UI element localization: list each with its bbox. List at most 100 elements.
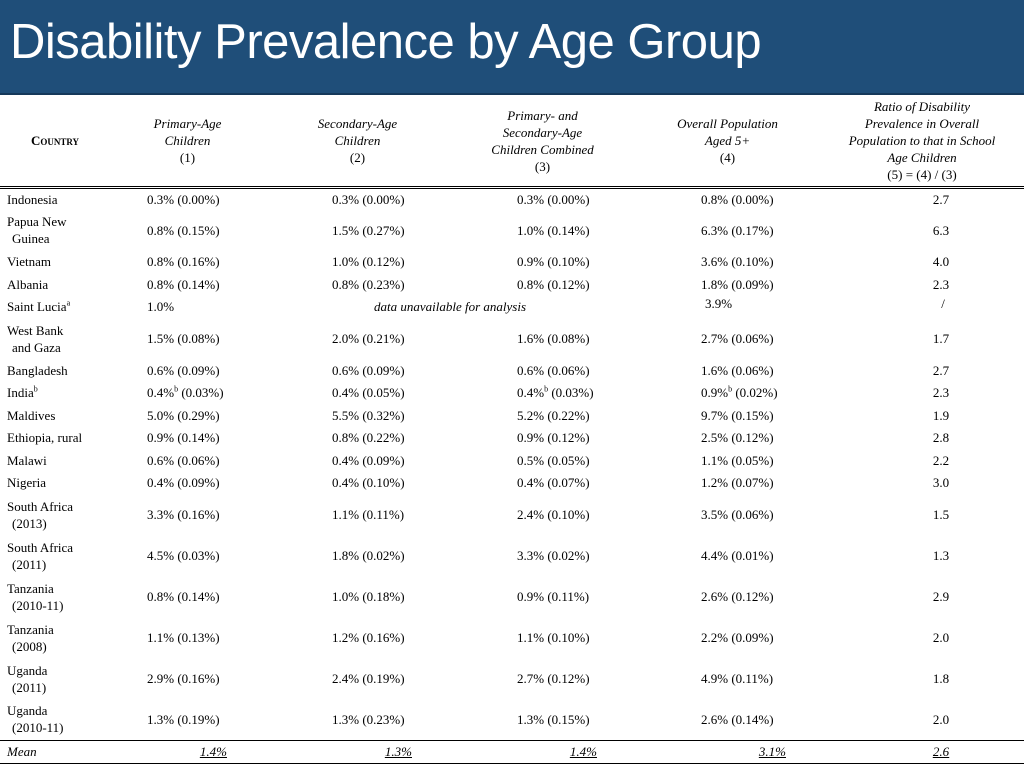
- country-name-line: Uganda: [7, 662, 48, 678]
- ratio-value: 2.3: [932, 385, 950, 401]
- ratio-value: 1.9: [932, 407, 950, 423]
- country-name: Maldives: [0, 404, 110, 427]
- table-row: Indonesia 0.3% (0.00%) 0.3% (0.00%) 0.3% (0…: [0, 187, 1024, 210]
- country-name: Uganda (2011): [0, 658, 110, 699]
- primary-age-value: 0.6% (0.09%): [147, 362, 220, 378]
- primary-age-value: 5.0% (0.29%): [147, 407, 220, 423]
- primary-age-value: 2.9% (0.16%): [147, 671, 220, 686]
- combined-value: 3.3% (0.02%): [517, 548, 590, 563]
- primary-age-value: 0.8% (0.14%): [147, 276, 220, 292]
- overall-population-value: 1.2% (0.07%): [701, 475, 774, 491]
- ratio-value: 4.0: [932, 254, 950, 270]
- table-row: Uganda (2011) 2.9% (0.16%) 2.4% (0.19%) 2.7%…: [0, 658, 1024, 699]
- overall-population-value: 0.9%b (0.02%): [635, 382, 820, 405]
- table-header-row: Country Primary-Age Children (1) Seconda…: [0, 96, 1024, 189]
- table-row: West Bank and Gaza 1.5% (0.08%) 2.0% (0.21%…: [0, 318, 1024, 359]
- footnote-marker: a: [66, 298, 71, 308]
- country-name: Albania: [0, 273, 110, 296]
- overall-population-value: 2.7% (0.06%): [701, 331, 774, 346]
- combined-value: 0.4% (0.07%): [517, 475, 590, 491]
- secondary-age-value: 2.0% (0.21%): [332, 331, 405, 346]
- country-name-line: South Africa: [7, 498, 74, 514]
- combined-value: 1.1% (0.10%): [517, 630, 590, 645]
- country-name: Nigeria: [0, 472, 110, 495]
- country-name-line: Malawi: [7, 452, 47, 468]
- country-name: West Bank and Gaza: [0, 318, 110, 359]
- secondary-age-value: 1.0% (0.18%): [332, 589, 405, 604]
- value-text: 3.9%: [705, 296, 733, 312]
- header-line: Prevalence in Overall: [864, 116, 980, 132]
- combined-value: 0.6% (0.06%): [517, 362, 590, 378]
- header-number: (5) = (4) / (3): [887, 167, 957, 183]
- secondary-age-value: 0.4% (0.10%): [332, 475, 405, 491]
- overall-population-value: 6.3% (0.17%): [701, 222, 774, 238]
- country-name: Malawi: [0, 449, 110, 472]
- table-row: South Africa (2011) 4.5% (0.03%) 1.8% (0.02…: [0, 535, 1024, 576]
- header-line: Secondary-Age: [317, 116, 398, 132]
- primary-age-value: 1.3% (0.19%): [147, 711, 220, 727]
- primary-age-value: 1.1% (0.13%): [147, 630, 220, 645]
- ratio-value: 1.7: [932, 331, 950, 346]
- primary-age-value: 0.4% (0.09%): [147, 475, 220, 491]
- footnote-marker: b: [728, 384, 733, 394]
- country-name-line: (2011): [12, 556, 47, 572]
- overall-population-value: 2.2% (0.09%): [701, 630, 774, 645]
- overall-population-value: 3.9%: [635, 296, 820, 319]
- mean-overall-population-value: 3.1%: [635, 739, 820, 764]
- combined-value: 2.4% (0.10%): [517, 507, 590, 522]
- footnote-marker: b: [174, 384, 179, 394]
- combined-value: 0.8% (0.12%): [517, 276, 590, 292]
- combined-value: 0.9% (0.10%): [517, 254, 590, 270]
- secondary-age-value: 0.8% (0.23%): [332, 276, 405, 292]
- header-line: Children: [164, 133, 211, 149]
- country-name-line: (2013): [12, 515, 47, 531]
- table-row: Indiab 0.4%b (0.03%) 0.4% (0.05%) 0.4%b (0.…: [0, 382, 1024, 405]
- combined-value: 1.3% (0.15%): [517, 711, 590, 727]
- value-text: (0.03%): [548, 385, 594, 401]
- value-text: 0.4%: [517, 385, 545, 401]
- country-name-line: Nigeria: [7, 475, 46, 491]
- value-text: 3.1%: [758, 744, 786, 759]
- page-title: Disability Prevalence by Age Group: [10, 15, 762, 69]
- country-name-line: South Africa: [7, 539, 74, 555]
- country-name-line: and Gaza: [12, 339, 61, 355]
- secondary-age-value: 2.4% (0.19%): [332, 671, 405, 686]
- table-row: Albania 0.8% (0.14%) 0.8% (0.23%) 0.8% (0.1…: [0, 273, 1024, 296]
- secondary-age-value: 1.0% (0.12%): [332, 254, 405, 270]
- table-body: Indonesia 0.3% (0.00%) 0.3% (0.00%) 0.3% (0…: [0, 187, 1024, 764]
- secondary-age-value: 0.4% (0.05%): [332, 385, 405, 401]
- value-text: /: [941, 296, 945, 312]
- overall-population-value: 2.6% (0.12%): [701, 589, 774, 604]
- mean-ratio-value: 2.6: [820, 739, 1024, 764]
- table-row: Tanzania (2008) 1.1% (0.13%) 1.2% (0.16%) 1.…: [0, 617, 1024, 658]
- primary-age-value: 1.0%: [147, 299, 175, 315]
- ratio-value: 1.5: [932, 507, 950, 522]
- combined-value: 0.9% (0.12%): [517, 430, 590, 446]
- table-row: Tanzania (2010-11) 0.8% (0.14%) 1.0% (0.18%…: [0, 576, 1024, 617]
- mean-primary-age-value: 1.4%: [110, 739, 265, 764]
- country-name-line: Saint Lucia: [7, 299, 67, 315]
- header-line: Children: [334, 133, 381, 149]
- country-name-line: Albania: [7, 276, 49, 292]
- country-name-line: Indonesia: [7, 191, 58, 207]
- footnote-marker: b: [33, 384, 38, 394]
- primary-age-value: 0.3% (0.00%): [147, 191, 220, 207]
- ratio-value: 2.7: [932, 191, 950, 207]
- primary-age-value: 0.9% (0.14%): [147, 430, 220, 446]
- table-row: South Africa (2013) 3.3% (0.16%) 1.1% (0.11…: [0, 494, 1024, 535]
- ratio-value: 1.3: [932, 548, 950, 563]
- country-name: Tanzania (2008): [0, 617, 110, 658]
- value-text: 0.4%: [147, 385, 175, 401]
- primary-age-value: 0.8% (0.15%): [147, 222, 220, 238]
- header-line: Overall Population: [677, 116, 778, 132]
- ratio-value: 2.8: [932, 430, 950, 446]
- overall-population-value: 2.6% (0.14%): [701, 711, 774, 727]
- primary-age-value: 3.3% (0.16%): [147, 507, 220, 522]
- primary-age-value: 0.4%b (0.03%): [110, 382, 265, 405]
- header-overall-population: Overall Population Aged 5+ (4): [635, 96, 820, 189]
- country-name-line: (2011): [12, 679, 47, 695]
- ratio-value: 3.0: [932, 475, 950, 491]
- combined-value: 0.5% (0.05%): [517, 452, 590, 468]
- ratio-value: 2.9: [932, 589, 950, 604]
- country-name-line: (2008): [12, 638, 47, 654]
